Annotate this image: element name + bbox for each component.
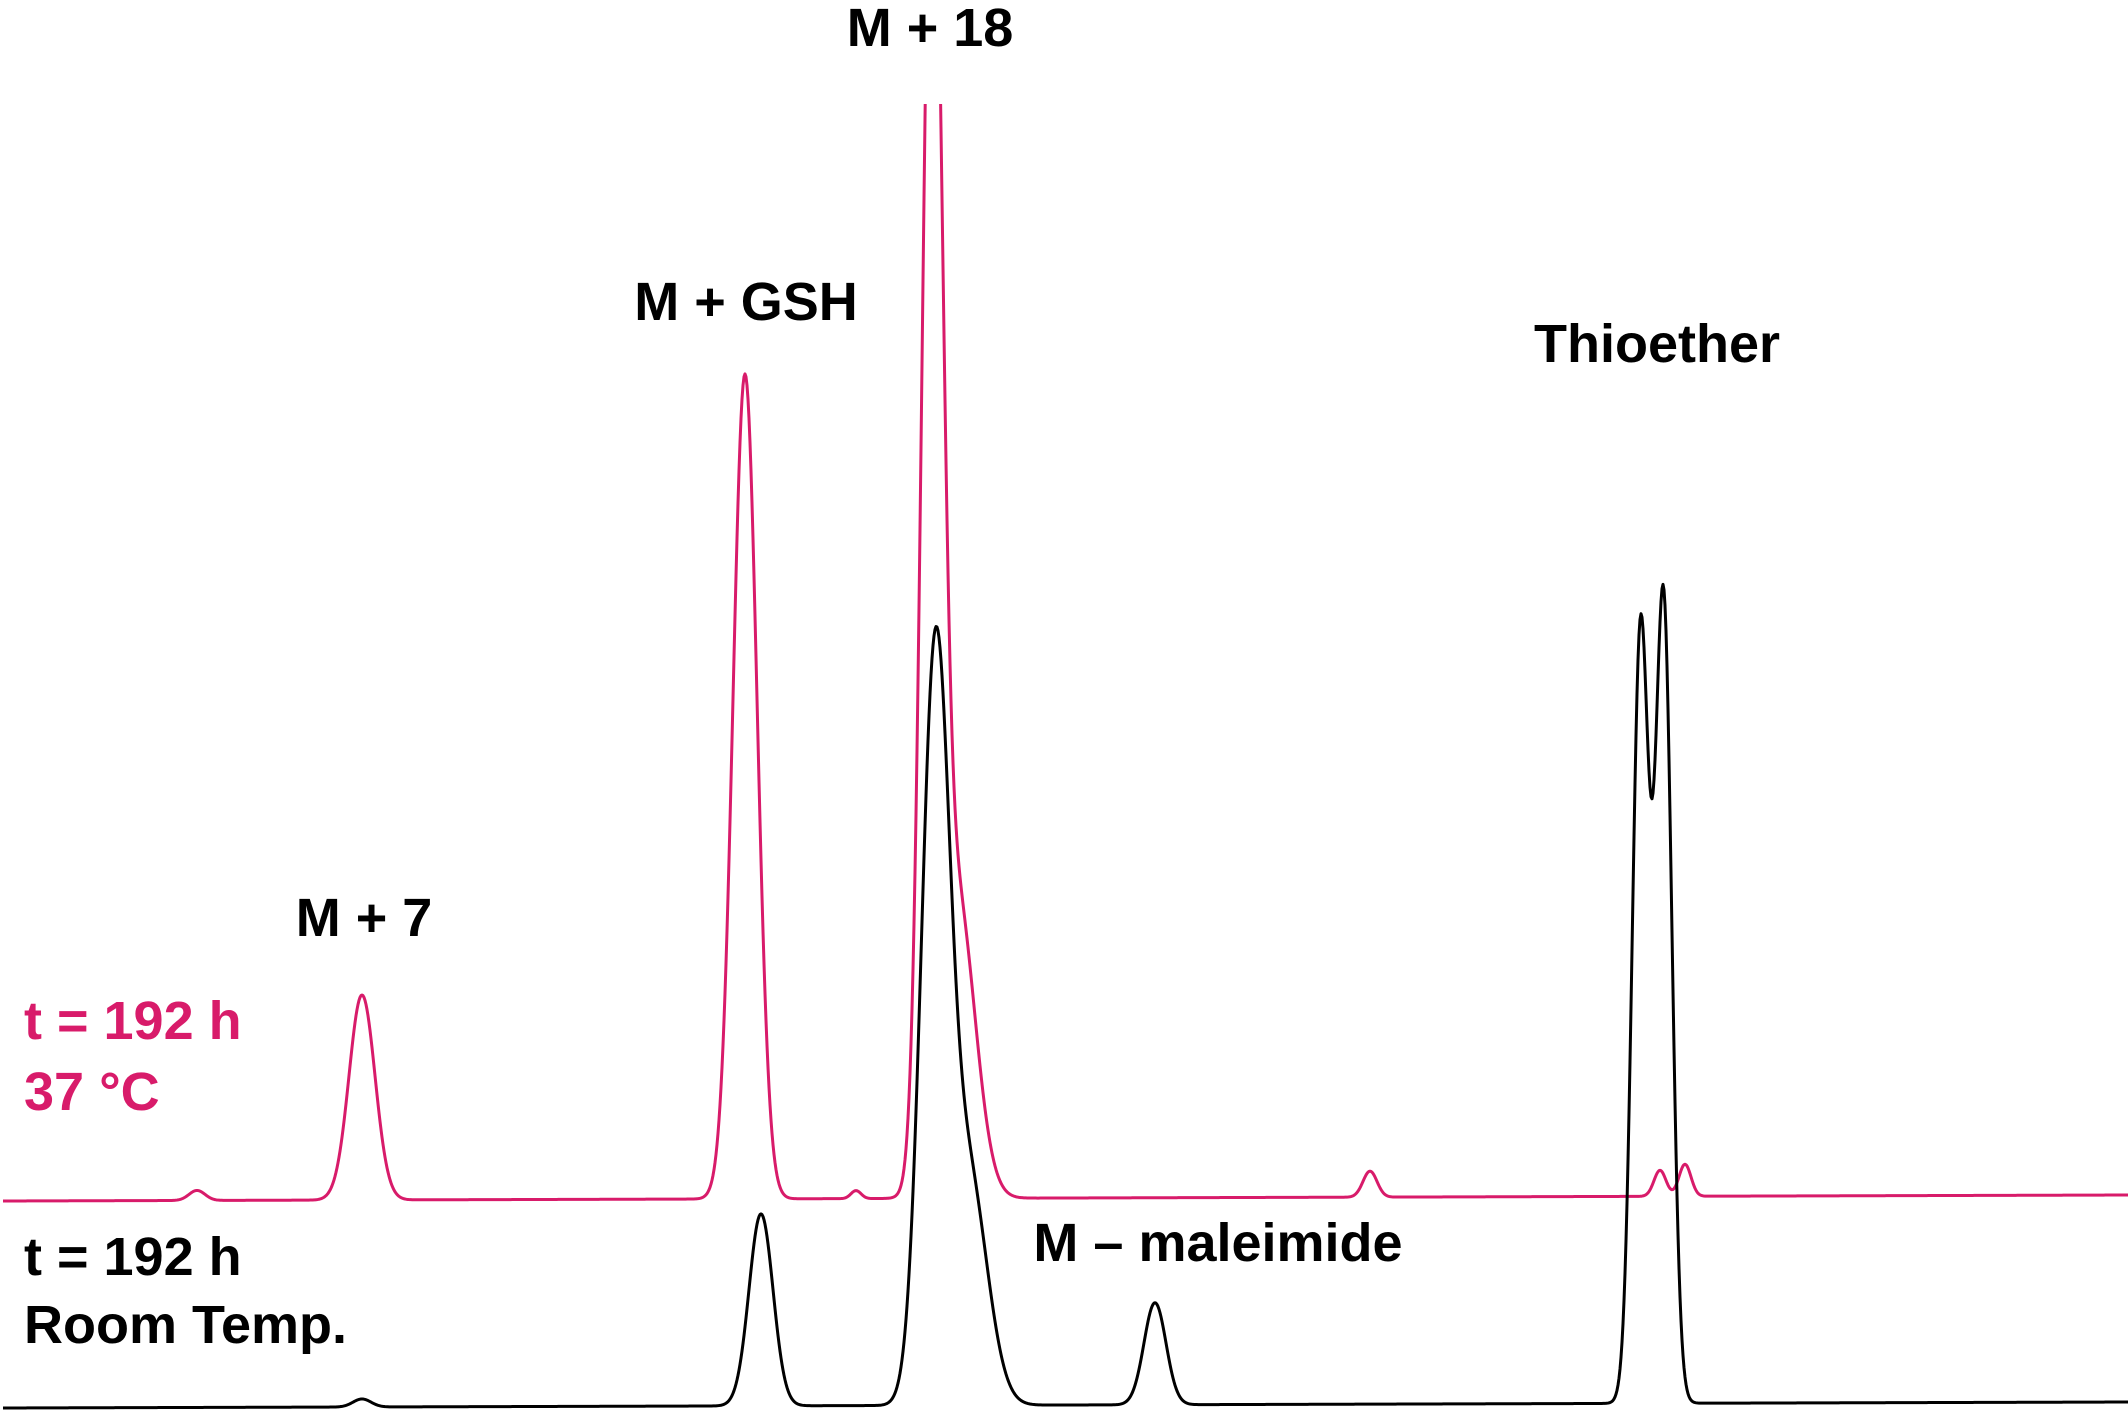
- peak-label-m-plus-7: M + 7: [296, 888, 433, 948]
- trace-room-temp: [2, 582, 2128, 1410]
- trace-37c: [2, 104, 2128, 1203]
- peak-label-thioether: Thioether: [1534, 314, 1780, 374]
- series-label-37c-line2: 37 °C: [24, 1062, 160, 1122]
- chromatogram-traces: [2, 104, 2128, 1410]
- peak-label-m-minus-maleimide: M – maleimide: [1033, 1213, 1402, 1273]
- peak-label-m-plus-gsh: M + GSH: [634, 272, 858, 332]
- peak-label-m-plus-18: M + 18: [847, 0, 1014, 58]
- series-label-rt-line1: t = 192 h: [24, 1227, 242, 1287]
- series-label-rt-line2: Room Temp.: [24, 1295, 347, 1355]
- series-label-37c-line1: t = 192 h: [24, 991, 242, 1051]
